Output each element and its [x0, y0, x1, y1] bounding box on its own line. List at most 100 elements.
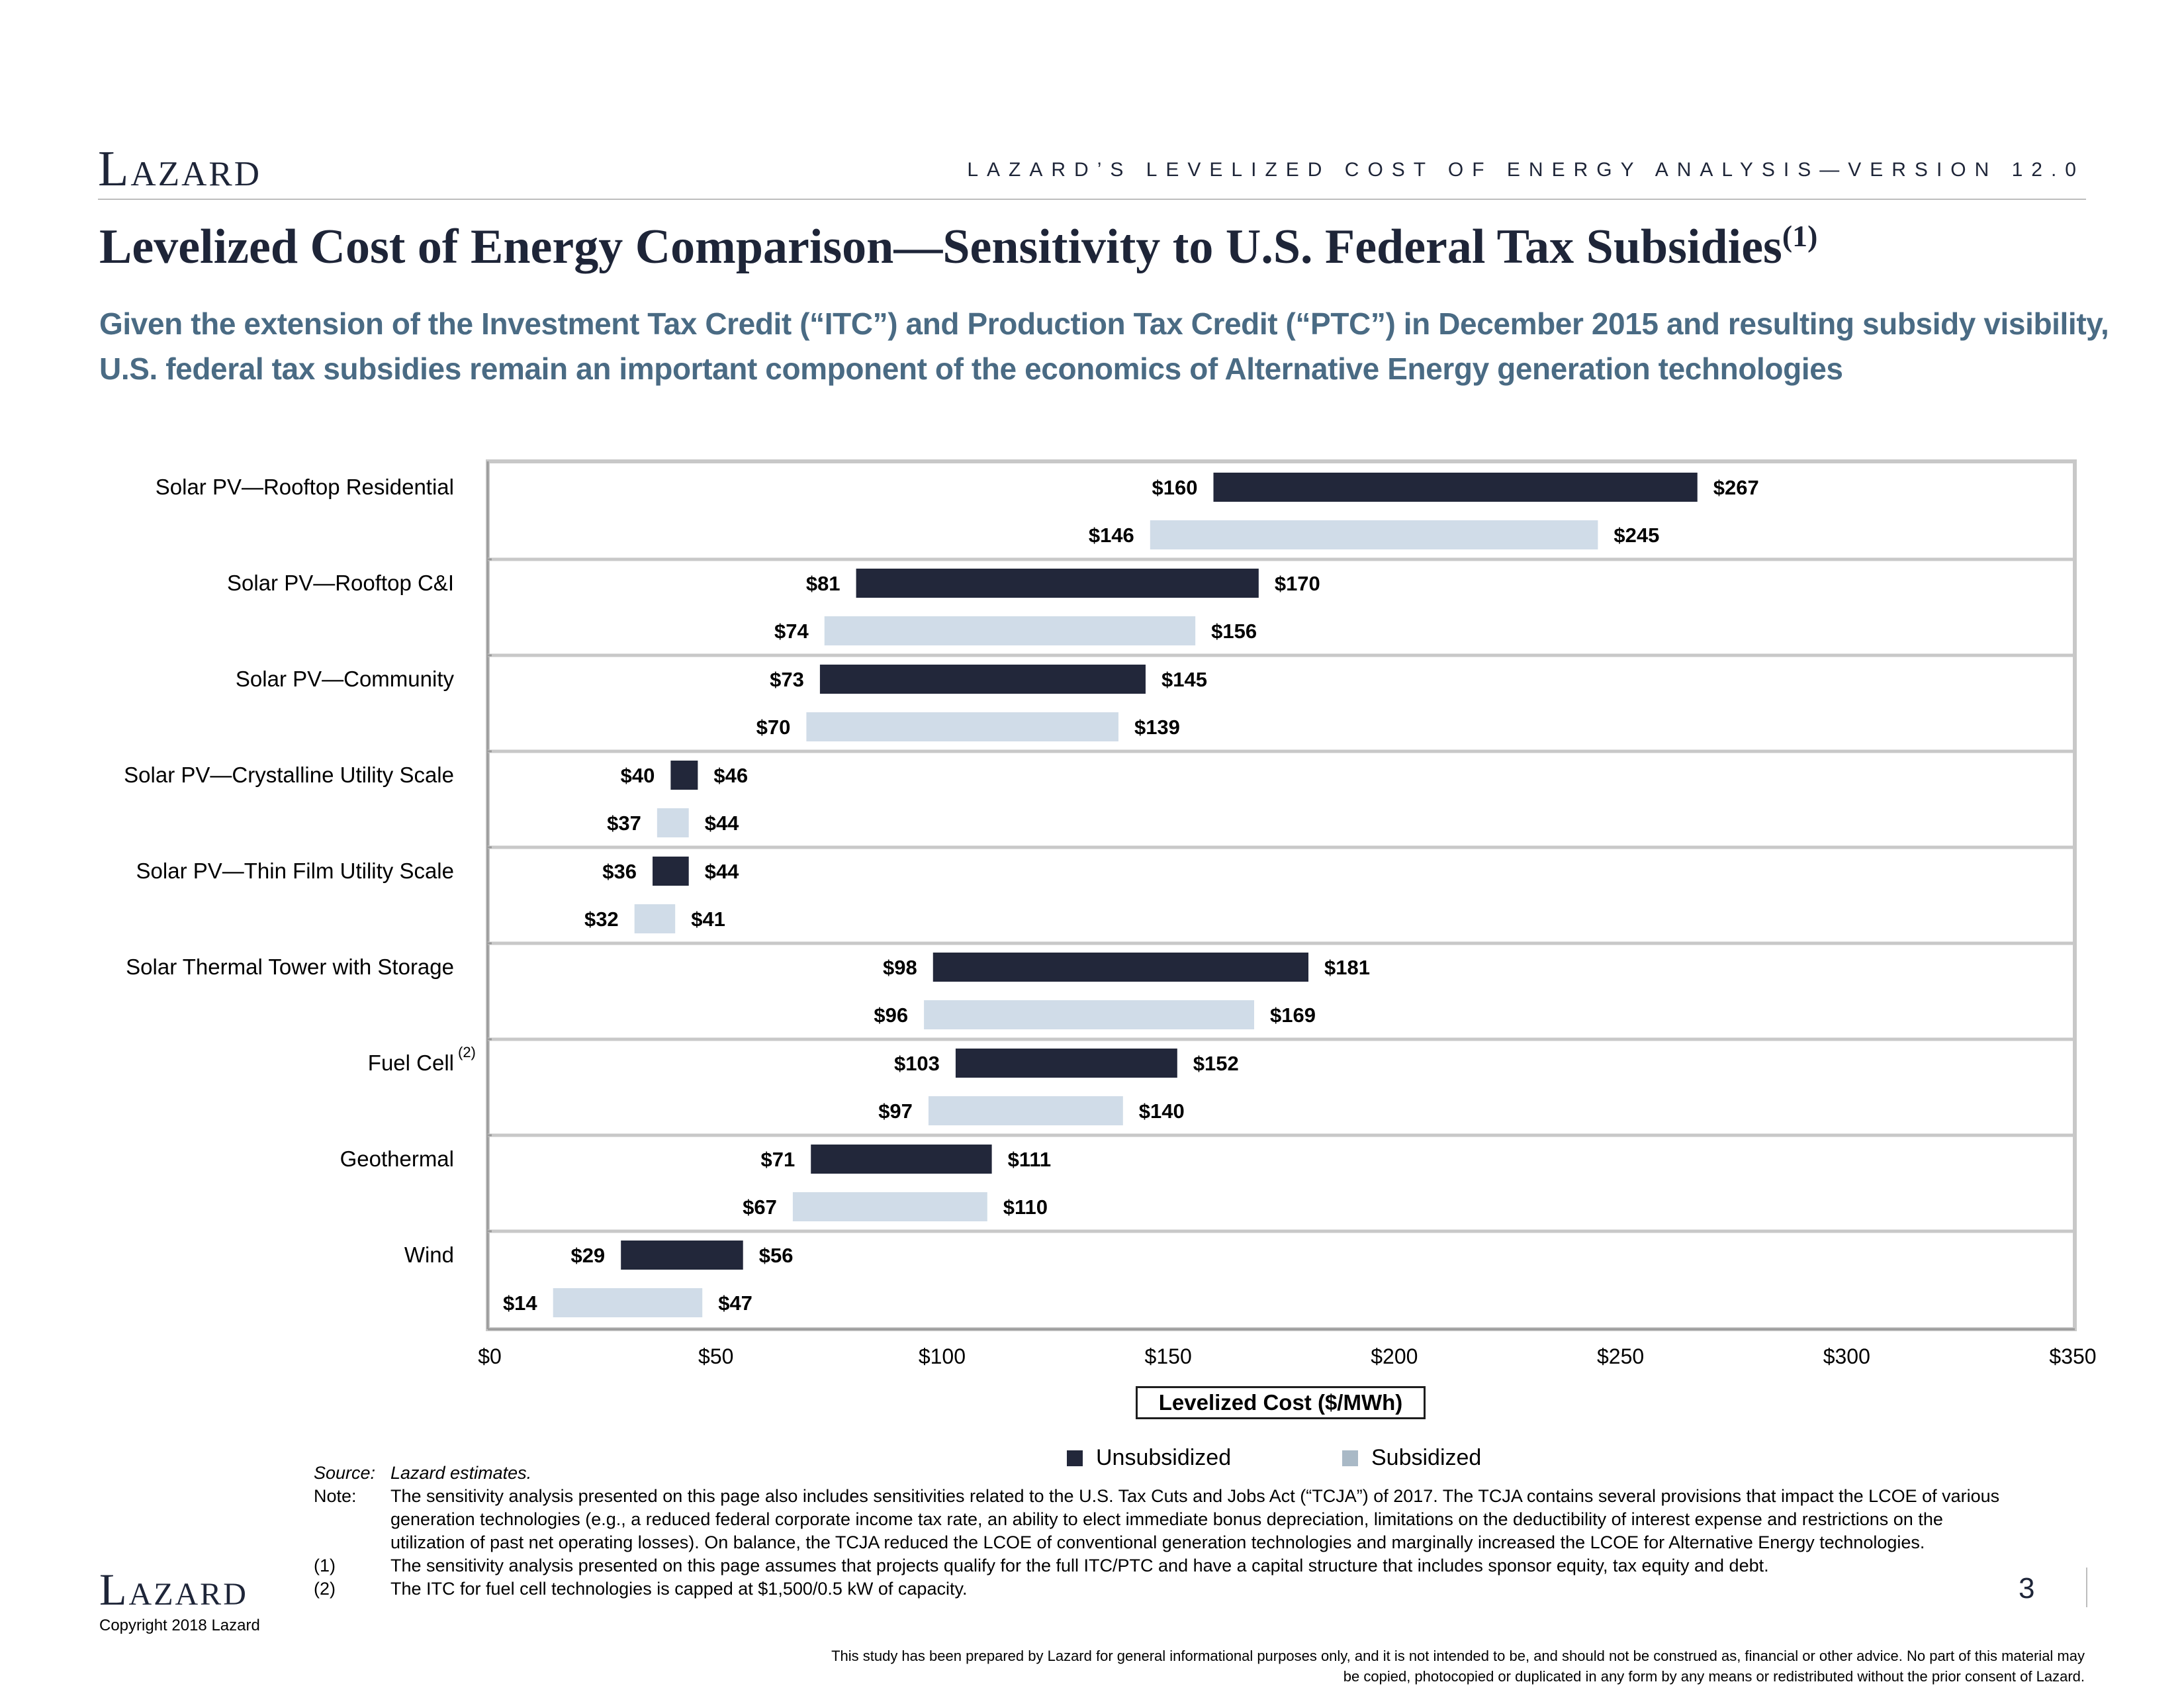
legend-item-unsubsidized: Unsubsidized [1067, 1445, 1231, 1471]
source-key: Source: [314, 1463, 376, 1483]
x-tick-label: $50 [698, 1344, 733, 1368]
bar-unsubsidized [819, 665, 1146, 694]
legend-item-subsidized: Subsidized [1342, 1445, 1481, 1471]
footnote-2: (2) The ITC for fuel cell technologies i… [314, 1577, 2008, 1601]
bar-high-label: $44 [705, 860, 739, 883]
bar-subsidized [806, 712, 1118, 741]
footnotes: Source: Lazard estimates. Note: The sens… [314, 1462, 2008, 1601]
bar-unsubsidized [621, 1241, 743, 1270]
lazard-logo: Lazard [98, 140, 261, 198]
footnote-1-text: The sensitivity analysis presented on th… [390, 1556, 1769, 1575]
footnote-1: (1) The sensitivity analysis presented o… [314, 1554, 2008, 1577]
bar-low-label: $103 [894, 1052, 940, 1075]
bar-high-label: $110 [1003, 1196, 1048, 1219]
bar-low-label: $37 [607, 812, 641, 835]
category-label: Fuel Cell [368, 1051, 454, 1075]
bar-low-label: $73 [770, 668, 804, 691]
page-title-text: Levelized Cost of Energy Comparison—Sens… [99, 220, 1782, 275]
x-tick-label: $250 [1597, 1344, 1644, 1368]
bar-subsidized [657, 808, 689, 837]
bar-high-label: $139 [1134, 716, 1180, 739]
footer-logo-text: Lazard [99, 1564, 248, 1615]
title-footnote: (1) [1782, 219, 1818, 253]
bar-high-label: $44 [705, 812, 739, 835]
category-label: Geothermal [340, 1147, 454, 1171]
x-tick-label: $0 [478, 1344, 502, 1368]
category-label: Wind [404, 1243, 454, 1267]
category-label: Solar Thermal Tower with Storage [126, 955, 454, 979]
page-subtitle: Given the extension of the Investment Ta… [99, 301, 2118, 391]
bar-unsubsidized [670, 761, 698, 790]
bar-low-label: $160 [1152, 476, 1198, 499]
bar-low-label: $71 [760, 1148, 795, 1171]
bar-low-label: $146 [1089, 524, 1134, 547]
bar-subsidized [1150, 520, 1598, 549]
bar-high-label: $56 [759, 1244, 794, 1267]
footnote-1-key: (1) [314, 1556, 336, 1575]
report-version: LAZARD’S LEVELIZED COST OF ENERGY ANALYS… [967, 159, 2085, 181]
note-text: The sensitivity analysis presented on th… [390, 1486, 2000, 1552]
note-key: Note: [314, 1486, 357, 1506]
page-number-divider [2086, 1568, 2087, 1607]
bar-high-label: $111 [1008, 1148, 1052, 1171]
bar-subsidized [928, 1096, 1123, 1125]
bar-high-label: $140 [1139, 1100, 1185, 1123]
bar-low-label: $98 [883, 956, 917, 979]
header-divider [98, 199, 2086, 200]
bar-low-label: $67 [743, 1196, 777, 1219]
bar-low-label: $14 [503, 1291, 537, 1315]
bar-high-label: $145 [1161, 668, 1207, 691]
bar-unsubsidized [955, 1049, 1177, 1078]
x-tick-label: $350 [2049, 1344, 2096, 1368]
source-note: Source: Lazard estimates. [314, 1462, 2008, 1485]
bar-subsidized [824, 616, 1196, 645]
bar-unsubsidized [933, 953, 1309, 982]
bar-high-label: $181 [1324, 956, 1370, 979]
bar-unsubsidized [653, 857, 689, 886]
bar-low-label: $32 [584, 908, 619, 931]
category-label: Solar PV—Rooftop Residential [156, 475, 454, 499]
bar-low-label: $70 [756, 716, 791, 739]
general-note: Note: The sensitivity analysis presented… [314, 1485, 2008, 1554]
category-label: Solar PV—Thin Film Utility Scale [136, 859, 454, 883]
category-label: Solar PV—Community [236, 667, 455, 691]
legend-swatch-subsidized [1342, 1450, 1358, 1466]
bar-low-label: $97 [878, 1100, 913, 1123]
bar-subsidized [924, 1000, 1254, 1029]
subtitle-line-2: U.S. federal tax subsidies remain an imp… [99, 352, 1843, 386]
x-tick-label: $300 [1823, 1344, 1870, 1368]
logo-text: Lazard [98, 141, 261, 197]
bar-low-label: $36 [602, 860, 637, 883]
subtitle-line-1: Given the extension of the Investment Ta… [99, 306, 2109, 341]
bar-high-label: $41 [691, 908, 725, 931]
category-footnote: (2) [458, 1044, 476, 1060]
category-label: Solar PV—Crystalline Utility Scale [124, 763, 454, 787]
bar-low-label: $40 [621, 764, 655, 787]
lcoe-chart: $0 $50 $100 $150 $200 $250 $300 $350 Solar PV—Ro… [124, 459, 2097, 1368]
bar-low-label: $96 [874, 1004, 908, 1027]
source-text: Lazard estimates. [390, 1463, 532, 1483]
page-number: 3 [2019, 1572, 2035, 1605]
category-label: Solar PV—Rooftop C&I [227, 571, 454, 595]
bar-high-label: $46 [713, 764, 748, 787]
bar-high-label: $152 [1193, 1052, 1239, 1075]
bar-unsubsidized [856, 569, 1259, 598]
disclaimer: This study has been prepared by Lazard f… [831, 1648, 2085, 1685]
bar-unsubsidized [811, 1145, 992, 1174]
footnote-2-key: (2) [314, 1579, 336, 1599]
legend-label-unsubsidized: Unsubsidized [1096, 1445, 1232, 1470]
bar-low-label: $81 [806, 572, 841, 595]
x-tick-label: $100 [919, 1344, 966, 1368]
bar-high-label: $245 [1614, 524, 1659, 547]
legend-swatch-unsubsidized [1067, 1450, 1083, 1466]
bar-high-label: $267 [1713, 476, 1759, 499]
bar-high-label: $156 [1211, 620, 1257, 643]
bar-subsidized [634, 904, 676, 933]
bar-low-label: $29 [570, 1244, 605, 1267]
bar-unsubsidized [1213, 473, 1698, 502]
bar-subsidized [553, 1288, 703, 1317]
x-tick-label: $200 [1371, 1344, 1418, 1368]
copyright: Copyright 2018 Lazard [99, 1617, 260, 1634]
bar-high-label: $170 [1275, 572, 1320, 595]
page-title: Levelized Cost of Energy Comparison—Sens… [99, 218, 1817, 275]
